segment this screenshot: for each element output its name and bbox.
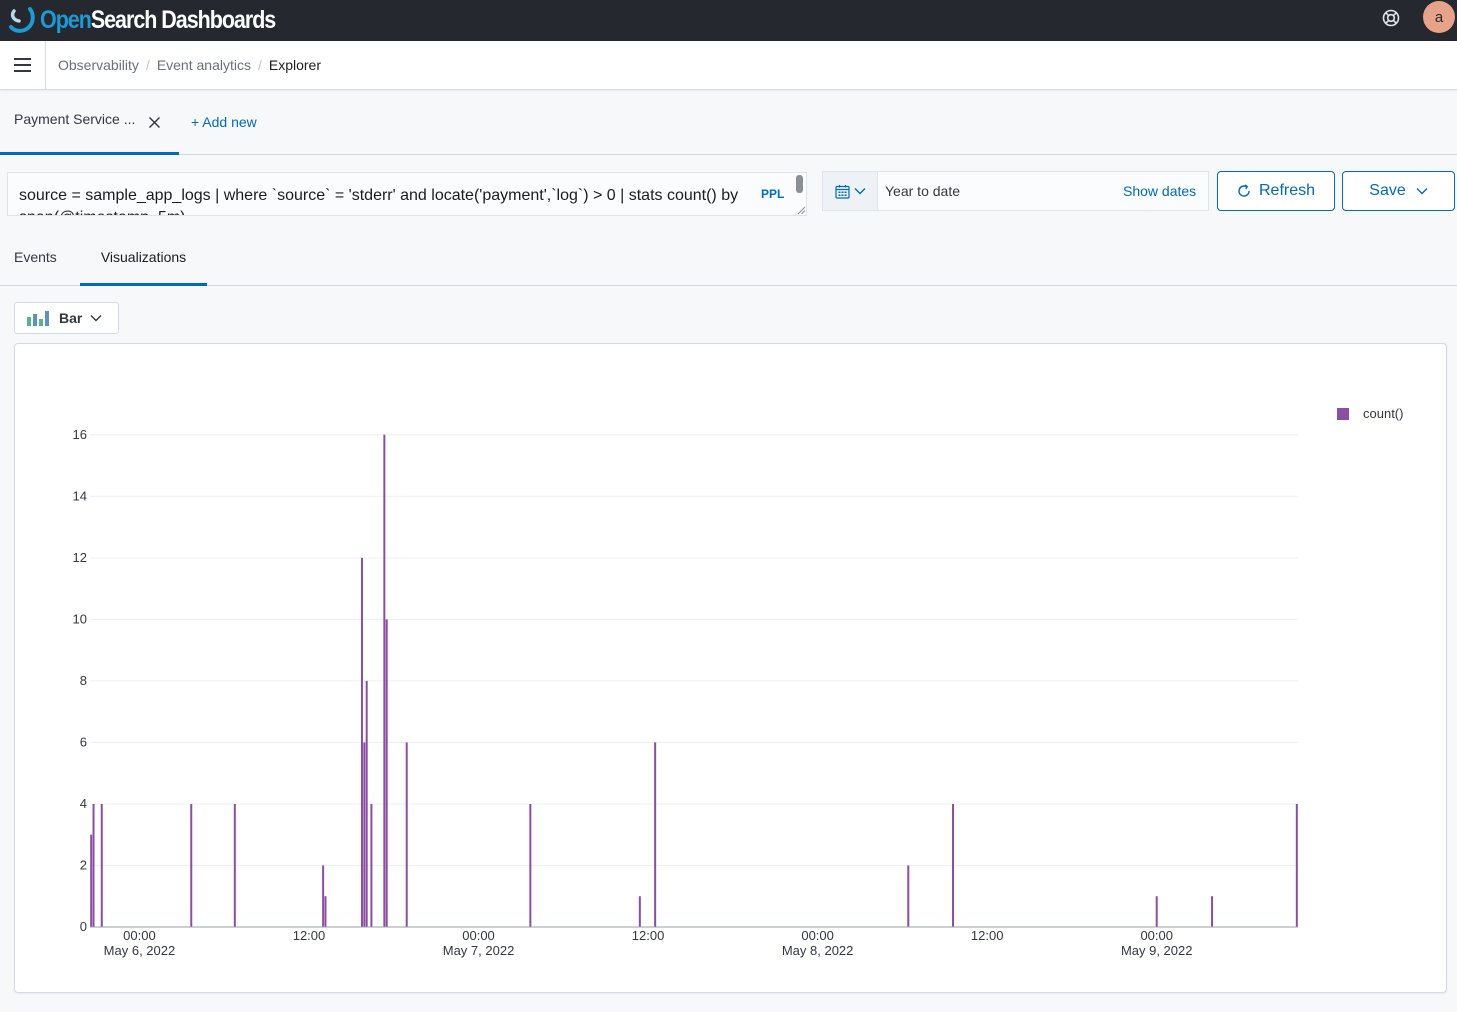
bar: [638, 896, 641, 927]
legend-swatch: [1337, 407, 1349, 420]
tab-events[interactable]: Events: [14, 249, 57, 265]
bar: [529, 803, 532, 927]
visualization-panel: 0 2 4 6 8 10 12 14 16 00:00 May 6, 2022 12:00 00:00 M…: [14, 343, 1447, 993]
menu-toggle-button[interactable]: [0, 41, 46, 89]
calendar-icon: [834, 184, 850, 199]
chart-type-selector[interactable]: Bar: [14, 302, 119, 334]
help-button[interactable]: [1380, 7, 1402, 29]
bar: [360, 557, 363, 927]
save-label: Save: [1369, 182, 1406, 199]
chevron-down-icon: [1416, 188, 1428, 195]
x-tick-date-label: May 8, 2022: [782, 943, 854, 958]
bar: [322, 865, 325, 927]
bar: [385, 619, 388, 927]
refresh-icon: [1238, 184, 1250, 197]
logo-text: OpenSearch Dashboards: [40, 5, 276, 35]
opensearch-logo[interactable]: OpenSearch Dashboards: [8, 4, 314, 36]
x-tick-date-label: May 9, 2022: [1121, 943, 1193, 958]
y-tick-label: 6: [80, 734, 87, 749]
x-tick-date-label: May 7, 2022: [443, 943, 515, 958]
logo-open-text: Open: [40, 5, 92, 34]
x-tick-label: 00:00: [801, 928, 834, 943]
tab-visualizations[interactable]: Visualizations: [80, 249, 207, 286]
add-new-tab-button[interactable]: + Add new: [191, 114, 257, 130]
x-tick-label: 12:00: [971, 928, 1004, 943]
logo-rest-text: Search Dashboards: [90, 5, 276, 34]
bar: [92, 803, 95, 927]
ppl-language-badge[interactable]: PPL: [761, 187, 785, 201]
breadcrumb-observability[interactable]: Observability: [58, 57, 139, 73]
query-scrollbar[interactable]: [796, 175, 803, 193]
top-header: OpenSearch Dashboards a: [0, 0, 1457, 41]
y-tick-label: 8: [80, 673, 87, 688]
bar: [1295, 803, 1298, 927]
bar: [370, 803, 373, 927]
x-tick-label: 00:00: [462, 928, 495, 943]
tab-payment-service[interactable]: Payment Service ...: [0, 90, 179, 155]
bar: [1211, 896, 1214, 927]
query-text[interactable]: source = sample_app_logs | where `source…: [19, 187, 739, 215]
close-tab-icon[interactable]: [148, 116, 161, 129]
breadcrumb-bar: Observability / Event analytics / Explor…: [0, 41, 1457, 90]
chart-type-label: Bar: [59, 310, 83, 326]
bar: [1155, 896, 1158, 927]
breadcrumb: Observability / Event analytics / Explor…: [58, 57, 321, 73]
lifebuoy-icon: [1382, 9, 1400, 27]
bar: [100, 803, 103, 927]
bar: [90, 834, 93, 927]
y-tick-label: 14: [73, 488, 87, 503]
show-dates-button[interactable]: Show dates: [1123, 183, 1197, 199]
bar: [383, 434, 386, 927]
x-tick-label: 12:00: [632, 928, 665, 943]
save-button[interactable]: Save: [1342, 171, 1455, 211]
resize-handle-icon[interactable]: [796, 205, 806, 215]
bar: [324, 896, 327, 927]
chevron-down-icon: [854, 188, 865, 195]
hamburger-menu-icon: [13, 58, 31, 72]
breadcrumb-current: Explorer: [268, 57, 322, 73]
x-tick-date-label: May 6, 2022: [104, 943, 176, 958]
bar: [952, 803, 955, 927]
y-tick-label: 0: [80, 919, 87, 934]
date-range-value[interactable]: Year to date: [885, 183, 960, 199]
bar: [654, 742, 657, 927]
view-tabs: Events Visualizations: [0, 228, 1457, 286]
date-picker: Year to date Show dates: [822, 171, 1209, 211]
refresh-button[interactable]: Refresh: [1217, 171, 1335, 211]
breadcrumb-event-analytics[interactable]: Event analytics: [156, 57, 251, 73]
bar: [907, 865, 910, 927]
breadcrumb-separator: /: [257, 57, 262, 73]
bar: [363, 742, 366, 927]
y-tick-label: 16: [73, 427, 87, 442]
x-tick-label: 12:00: [293, 928, 326, 943]
legend-label: count(): [1363, 406, 1404, 421]
bar: [233, 803, 236, 927]
tab-label: Payment Service ...: [14, 111, 136, 127]
bar: [365, 680, 368, 927]
quick-select-button[interactable]: [823, 172, 878, 210]
opensearch-mark-icon: [9, 7, 35, 33]
x-tick-label: 00:00: [1140, 928, 1173, 943]
y-tick-label: 12: [73, 550, 87, 565]
bar: [190, 803, 193, 927]
query-tabs-row: Payment Service ... + Add new: [0, 90, 1457, 155]
refresh-label: Refresh: [1258, 182, 1316, 199]
user-avatar[interactable]: a: [1423, 1, 1455, 33]
breadcrumb-separator: /: [145, 57, 150, 73]
ppl-query-input[interactable]: source = sample_app_logs | where `source…: [7, 172, 807, 216]
y-tick-label: 4: [80, 796, 87, 811]
y-tick-label: 10: [73, 611, 87, 626]
chart-legend[interactable]: count(): [1337, 406, 1403, 421]
chevron-down-icon: [90, 315, 102, 322]
y-tick-label: 2: [80, 857, 87, 872]
x-tick-label: 00:00: [123, 928, 156, 943]
bar: [405, 742, 408, 927]
bar-chart-icon: [27, 311, 49, 326]
